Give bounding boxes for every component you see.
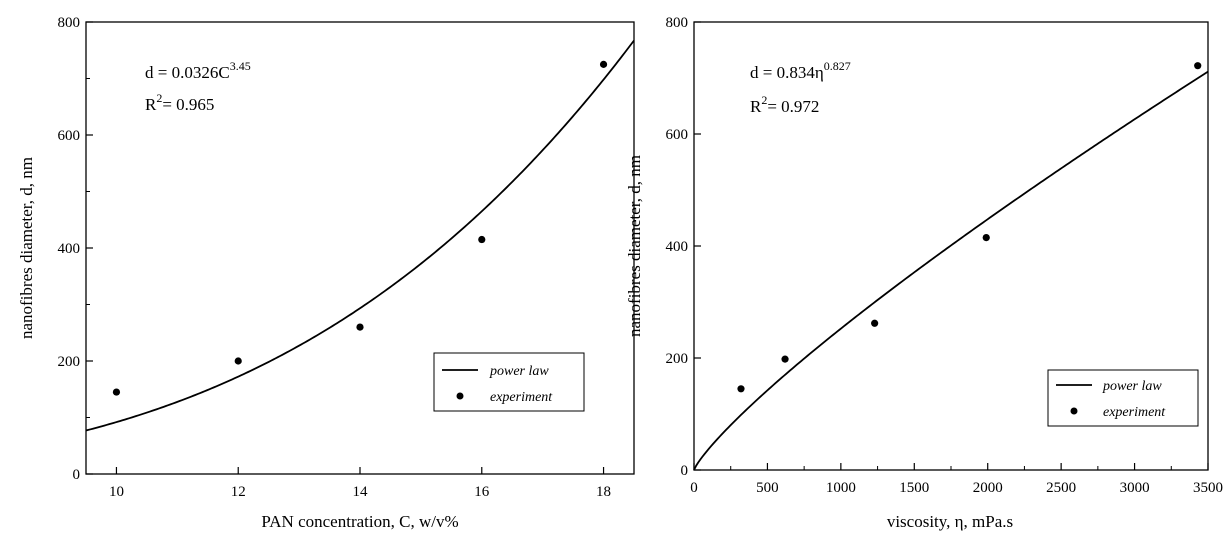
right-r-squared: R2= 0.972: [750, 93, 819, 116]
right-y-tick-label: 800: [666, 15, 689, 31]
left-experiment-point: [599, 60, 608, 68]
right-y-tick-label: 0: [681, 463, 689, 479]
right-legend-point-swatch: [1070, 407, 1078, 415]
right-x-ticks: 0 500 1000 1500 2000 2500 3000 3500: [690, 463, 1223, 496]
right-legend-power-law: power law: [1102, 379, 1162, 394]
right-x-tick-label: 3500: [1193, 480, 1223, 496]
right-x-tick-label: 1500: [899, 480, 929, 496]
left-x-ticks: 10 12 14 16 18: [109, 467, 611, 500]
left-experiment-points: [112, 60, 608, 396]
right-y-tick-label: 200: [666, 351, 689, 367]
right-x-tick-label: 2000: [973, 480, 1003, 496]
left-legend-experiment: experiment: [490, 390, 553, 405]
left-fit-equation-exponent: 3.45: [230, 59, 251, 73]
right-fit-equation-exponent: 0.827: [824, 59, 851, 73]
right-experiment-point: [781, 355, 789, 363]
left-y-axis-label: nanofibres diameter, d, nm: [17, 157, 36, 339]
right-x-tick-label: 2500: [1046, 480, 1076, 496]
left-r-squared-value: = 0.965: [162, 95, 214, 114]
right-experiment-point: [1194, 62, 1202, 70]
left-experiment-point: [112, 388, 121, 396]
left-y-tick-label: 800: [58, 15, 81, 31]
right-y-tick-label: 400: [666, 239, 689, 255]
right-y-tick-label: 600: [666, 127, 689, 143]
right-power-law-curve: [693, 70, 1209, 471]
left-x-tick-label: 12: [231, 484, 246, 500]
right-x-tick-label: 3000: [1120, 480, 1150, 496]
right-x-axis-label: viscosity, η, mPa.s: [887, 512, 1013, 531]
right-x-tick-label: 0: [690, 480, 698, 496]
right-x-tick-label: 1000: [826, 480, 856, 496]
right-experiment-point: [737, 385, 745, 393]
right-x-tick-label: 500: [756, 480, 779, 496]
left-y-tick-label: 400: [58, 241, 81, 257]
left-x-tick-label: 10: [109, 484, 124, 500]
left-r-squared-exponent: 2: [156, 91, 162, 105]
left-x-tick-label: 14: [353, 484, 369, 500]
right-fit-equation: d = 0.834η0.827: [750, 59, 851, 82]
left-power-law-curve: [85, 39, 635, 432]
right-chart: 0 200 400 600 800 0 500 1000 1500 2000 2500 3000 35…: [625, 15, 1223, 531]
right-legend-experiment: experiment: [1103, 405, 1166, 420]
right-r-squared-value: = 0.972: [767, 97, 819, 116]
left-fit-equation-base: d = 0.0326C: [145, 63, 230, 82]
right-legend-box: [1047, 369, 1199, 427]
right-fit-equation-base: d = 0.834η: [750, 63, 824, 82]
right-r-squared-exponent: 2: [761, 93, 767, 107]
right-y-axis-label: nanofibres diameter, d, nm: [625, 155, 644, 337]
right-experiment-point: [982, 234, 990, 242]
left-x-axis-label: PAN concentration, C, w/v%: [261, 512, 458, 531]
left-fit-equation: d = 0.0326C3.45: [145, 59, 251, 82]
left-legend-box: [433, 352, 585, 412]
left-chart: 0 200 400 600 800 10 12 14 16 18 PAN concentrati…: [17, 15, 635, 531]
left-experiment-point: [478, 235, 486, 244]
left-legend-point-swatch: [456, 392, 464, 400]
left-y-tick-label: 600: [58, 128, 81, 144]
left-y-tick-label: 0: [73, 467, 81, 483]
left-legend: power law experiment: [433, 352, 585, 412]
left-x-tick-label: 18: [596, 484, 611, 500]
left-y-ticks: 0 200 400 600 800: [58, 15, 93, 483]
right-legend: power law experiment: [1047, 369, 1199, 427]
left-r-squared-symbol: R: [145, 95, 157, 114]
left-y-tick-label: 200: [58, 354, 81, 370]
right-r-squared-symbol: R: [750, 97, 762, 116]
left-r-squared: R2= 0.965: [145, 91, 214, 114]
right-experiment-point: [871, 319, 879, 327]
right-y-ticks: 0 200 400 600 800: [666, 15, 701, 479]
left-experiment-point: [234, 357, 242, 365]
left-legend-power-law: power law: [489, 364, 549, 379]
left-x-tick-label: 16: [474, 484, 490, 500]
left-experiment-point: [356, 323, 364, 331]
right-experiment-points: [737, 62, 1202, 393]
